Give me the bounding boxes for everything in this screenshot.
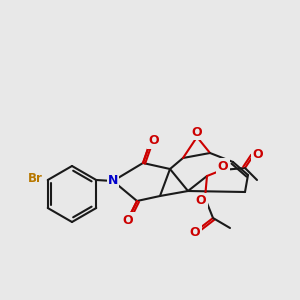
Text: N: N (108, 175, 118, 188)
Text: O: O (123, 214, 133, 226)
Text: O: O (196, 194, 206, 208)
Text: O: O (253, 148, 263, 161)
Text: Br: Br (28, 172, 43, 185)
Text: O: O (190, 226, 200, 238)
Text: O: O (218, 160, 228, 172)
Text: O: O (192, 125, 202, 139)
Text: O: O (149, 134, 159, 148)
